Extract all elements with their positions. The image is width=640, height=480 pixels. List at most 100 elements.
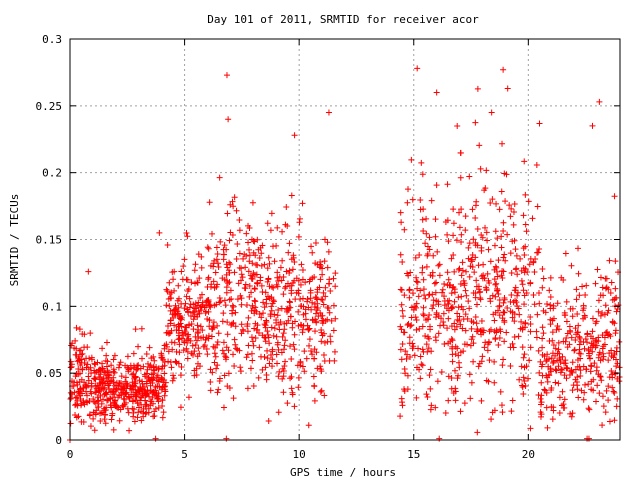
x-tick-label: 0	[67, 448, 74, 461]
data-point	[143, 391, 150, 398]
data-point	[451, 326, 458, 333]
data-point	[111, 382, 118, 389]
data-point	[535, 347, 542, 354]
data-point	[527, 425, 534, 432]
data-point	[604, 310, 611, 317]
data-point	[274, 224, 281, 231]
data-point	[563, 375, 570, 382]
data-point	[466, 240, 473, 247]
data-point	[454, 375, 461, 382]
data-point	[417, 206, 424, 213]
data-point	[577, 373, 584, 380]
data-point	[156, 229, 163, 236]
data-point	[238, 265, 245, 272]
data-point	[222, 353, 229, 360]
data-point	[479, 353, 486, 360]
data-point	[258, 282, 265, 289]
data-point	[284, 308, 291, 315]
data-point	[574, 311, 581, 318]
data-point	[595, 334, 602, 341]
data-point	[250, 237, 257, 244]
data-point	[507, 363, 514, 369]
data-point	[522, 221, 529, 228]
data-point	[92, 400, 99, 407]
data-point	[261, 353, 268, 360]
data-point	[422, 295, 429, 302]
data-point	[602, 302, 609, 309]
data-point	[258, 314, 265, 321]
data-point	[166, 302, 173, 309]
data-point	[184, 348, 191, 355]
data-point	[547, 274, 554, 281]
data-point	[423, 263, 430, 270]
data-point	[317, 262, 324, 269]
data-point	[222, 356, 229, 363]
data-point	[457, 174, 464, 181]
data-point	[534, 311, 541, 318]
data-point	[519, 324, 526, 331]
data-point	[164, 288, 171, 295]
data-point	[245, 342, 252, 349]
data-point	[256, 254, 263, 261]
y-tick-label: 0.1	[42, 300, 62, 313]
data-point	[168, 364, 175, 371]
data-point	[320, 289, 327, 296]
data-point	[223, 72, 230, 79]
data-point	[236, 250, 243, 257]
data-point	[274, 274, 281, 281]
data-point	[313, 319, 320, 326]
data-point	[596, 98, 603, 105]
data-point	[311, 355, 318, 362]
data-point	[124, 382, 131, 389]
data-point	[283, 204, 290, 211]
data-point	[562, 312, 569, 319]
data-point	[88, 356, 95, 363]
data-point	[548, 355, 555, 362]
data-point	[284, 280, 291, 287]
data-point	[460, 316, 467, 323]
data-point	[317, 388, 324, 395]
data-point	[436, 261, 443, 268]
data-point	[521, 301, 528, 308]
data-point	[247, 365, 254, 372]
data-point	[261, 304, 268, 311]
data-point	[189, 309, 196, 316]
data-point	[252, 298, 259, 305]
data-point	[534, 203, 541, 210]
data-point	[172, 311, 179, 318]
data-point	[560, 277, 567, 284]
data-point	[85, 373, 92, 380]
data-point	[599, 422, 606, 429]
data-point	[223, 271, 230, 278]
data-point	[275, 373, 282, 380]
data-point	[456, 364, 463, 371]
data-point	[163, 343, 170, 350]
data-point	[135, 343, 142, 350]
data-point	[406, 334, 413, 341]
data-point	[474, 85, 481, 92]
data-point	[246, 293, 253, 300]
data-point	[567, 305, 574, 312]
data-point	[129, 398, 136, 405]
data-point	[542, 309, 549, 316]
data-point	[523, 363, 530, 370]
data-point	[227, 287, 234, 294]
data-point	[268, 303, 275, 310]
data-point	[584, 330, 591, 337]
data-point	[458, 293, 465, 300]
data-point	[454, 316, 461, 323]
data-point	[238, 277, 245, 284]
data-point	[426, 291, 433, 298]
data-point	[481, 187, 488, 194]
data-point	[449, 358, 456, 365]
data-point	[473, 283, 480, 290]
data-point	[271, 258, 278, 265]
data-point	[419, 362, 426, 369]
data-point	[230, 351, 237, 358]
data-point	[312, 328, 319, 335]
data-point	[595, 297, 602, 304]
data-point	[558, 366, 565, 373]
data-point	[261, 321, 268, 328]
data-point	[290, 341, 297, 348]
data-point	[142, 397, 149, 404]
